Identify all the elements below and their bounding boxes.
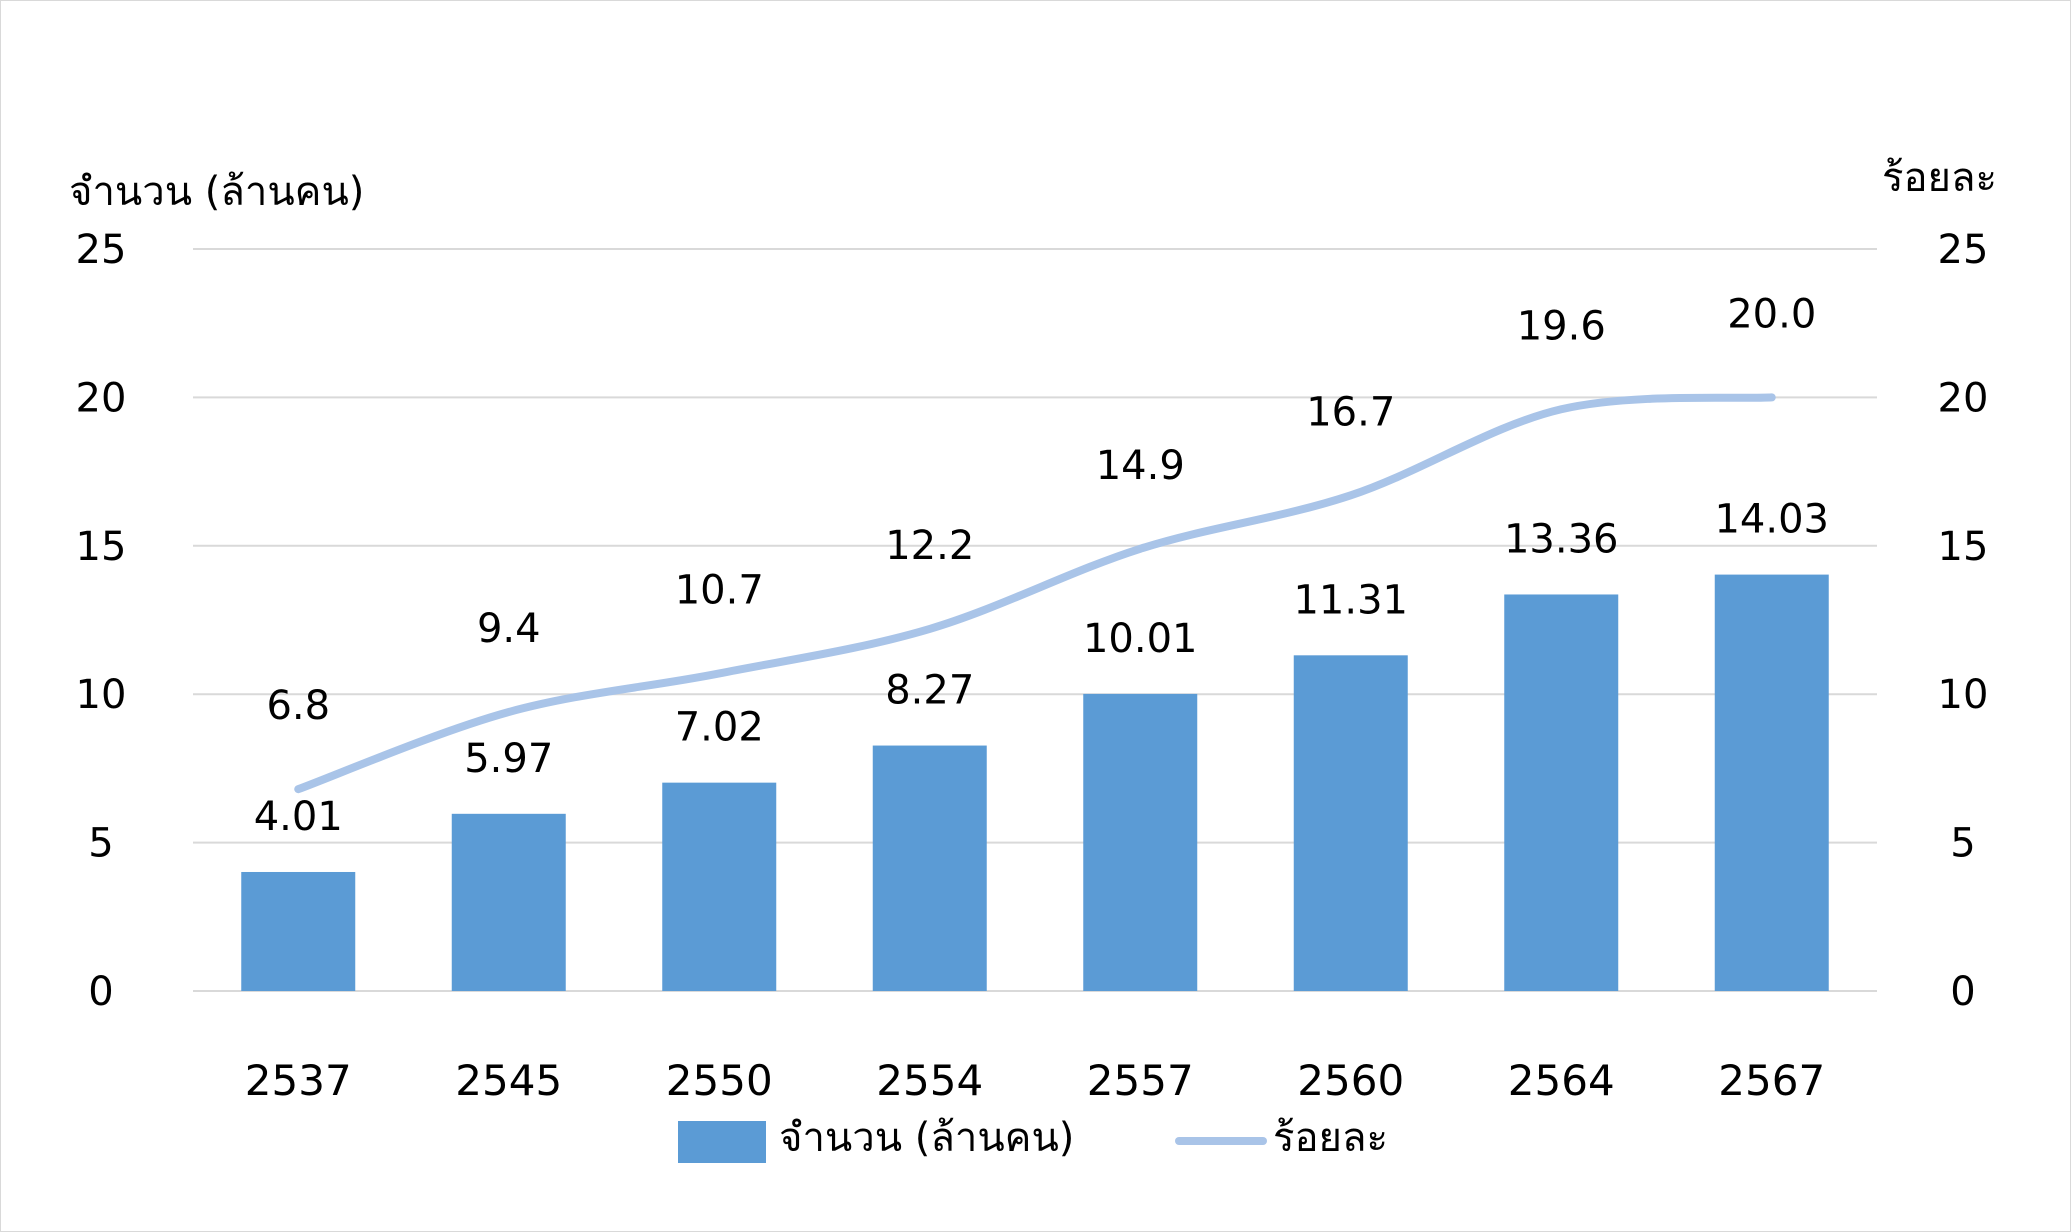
line-series: [294, 393, 1776, 794]
category-label: 2560: [1297, 1056, 1404, 1105]
bar-data-label: 7.02: [675, 705, 764, 751]
line-data-label: 14.9: [1096, 443, 1185, 489]
line-point: [1771, 396, 1773, 398]
line-point: [508, 711, 510, 713]
left-tick-label: 10: [76, 672, 127, 718]
line-point: [297, 788, 299, 790]
legend-bar-swatch: [678, 1121, 766, 1163]
category-label: 2557: [1087, 1056, 1194, 1105]
right-tick-label: 10: [1938, 672, 1989, 718]
line-data-label: 9.4: [477, 606, 541, 652]
left-tick-label: 0: [88, 969, 113, 1015]
left-tick-label: 20: [76, 375, 127, 421]
line-point: [929, 628, 931, 630]
bar: [241, 871, 356, 991]
category-label: 2550: [666, 1056, 773, 1105]
bar-data-label: 5.97: [464, 736, 553, 782]
bar-data-label: 14.03: [1714, 497, 1829, 543]
category-label: 2564: [1508, 1056, 1615, 1105]
bar-data-label: 8.27: [885, 668, 974, 714]
line-data-label: 16.7: [1306, 389, 1395, 435]
legend: จำนวน (ล้านคน) ร้อยละ: [678, 1115, 1388, 1163]
gridlines: [193, 248, 1877, 992]
bar-data-label: 10.01: [1083, 616, 1198, 662]
bar-data-label: 4.01: [254, 794, 343, 840]
bar: [1504, 594, 1619, 991]
bar: [1293, 655, 1408, 991]
category-label: 2537: [245, 1056, 352, 1105]
line-point: [1139, 548, 1141, 550]
category-label: 2545: [455, 1056, 562, 1105]
category-label: 2567: [1718, 1056, 1825, 1105]
line-data-label: 12.2: [885, 523, 974, 569]
left-tick-label: 5: [88, 821, 113, 867]
line-data-label: 19.6: [1517, 303, 1606, 349]
category-label: 2554: [876, 1056, 983, 1105]
bar-series: [241, 574, 1829, 991]
right-tick-label: 15: [1938, 524, 1989, 570]
legend-line-label: ร้อยละ: [1273, 1115, 1388, 1161]
axes: 0 5 10 15 20 25 0 5 10 15 20 25 จำนวน (ล้านคน) ร้อยละ…: [69, 155, 1997, 1105]
line-data-label: 10.7: [675, 567, 764, 613]
bar: [451, 813, 566, 991]
right-tick-label: 25: [1938, 227, 1989, 273]
data-labels: 4.01 5.97 7.02 8.27 10.01 11.31 13.36 14.03 6.8 9…: [254, 291, 1829, 840]
right-axis-title: ร้อยละ: [1882, 155, 1997, 201]
line-data-label: 6.8: [266, 683, 330, 729]
bar: [662, 782, 777, 991]
legend-bar-label: จำนวน (ล้านคน): [779, 1115, 1074, 1161]
bar: [1714, 574, 1829, 991]
left-tick-label: 25: [76, 227, 127, 273]
right-tick-label: 5: [1950, 821, 1975, 867]
line-point: [718, 672, 720, 674]
bar-data-label: 11.31: [1293, 577, 1408, 623]
right-tick-label: 0: [1950, 969, 1975, 1015]
left-axis-title: จำนวน (ล้านคน): [69, 169, 364, 215]
line-data-label: 20.0: [1727, 291, 1816, 337]
bar-data-label: 13.36: [1504, 516, 1619, 562]
bar: [872, 745, 987, 991]
left-tick-label: 15: [76, 524, 127, 570]
line-path: [294, 393, 1776, 794]
line-point: [1350, 494, 1352, 496]
line-point: [1560, 408, 1562, 410]
bar: [1083, 693, 1198, 991]
right-tick-label: 20: [1938, 375, 1989, 421]
